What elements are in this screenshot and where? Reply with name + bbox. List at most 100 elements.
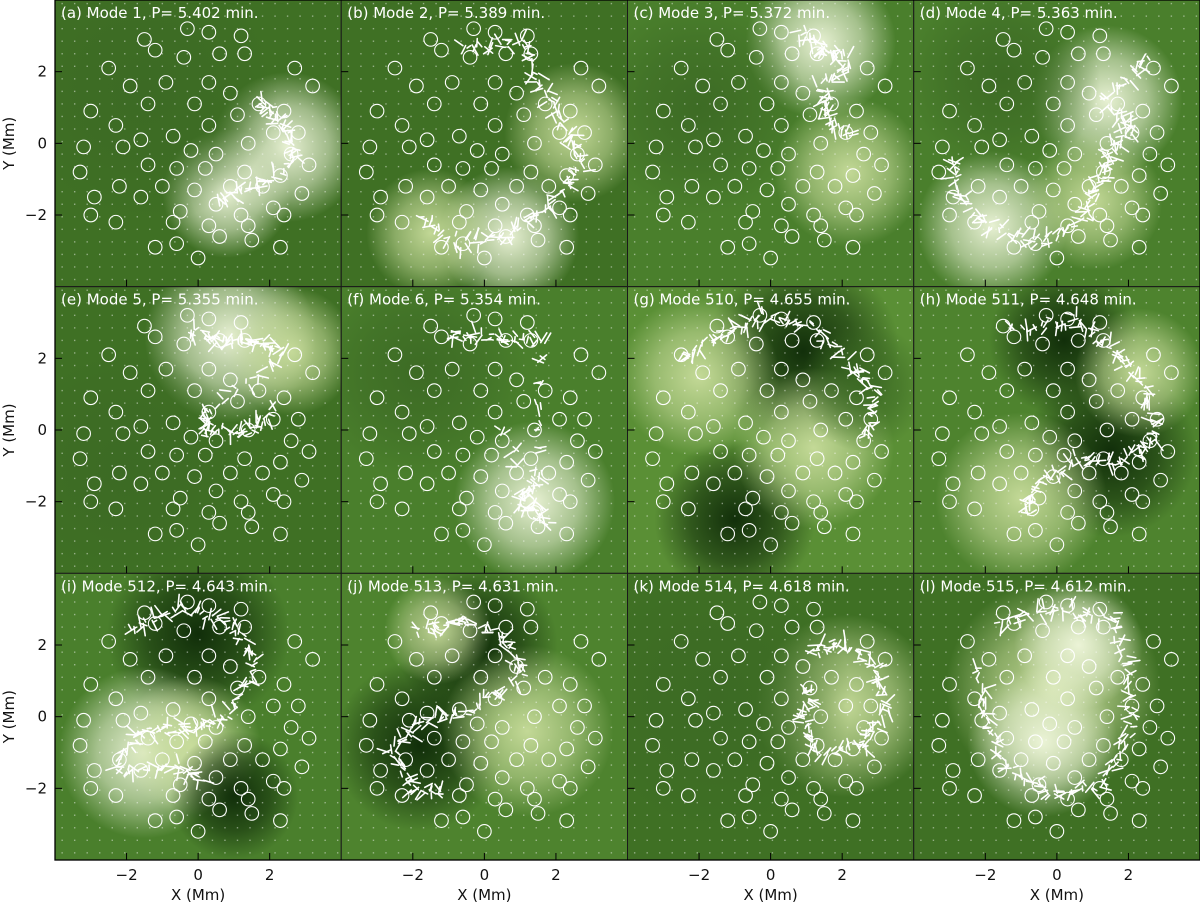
vector-dot: [684, 364, 686, 367]
vector-dot: [746, 402, 749, 404]
vector-dot: [324, 502, 326, 505]
vector-dot: [909, 552, 911, 555]
vector-dot: [623, 153, 625, 155]
vector-dot: [460, 191, 462, 193]
vector-dot: [746, 465, 749, 467]
velocity-arrow: [538, 512, 541, 524]
vector-dot: [1083, 178, 1085, 180]
velocity-arrow: [690, 348, 696, 363]
vector-dot: [510, 241, 512, 243]
vector-dot: [646, 440, 648, 442]
vector-dot: [274, 90, 276, 93]
velocity-arrow: [259, 342, 265, 348]
vector-dot: [623, 414, 625, 417]
vector-dot: [136, 302, 138, 304]
vector-dot: [796, 278, 799, 281]
vector-dot: [410, 103, 412, 105]
vector-dot: [909, 140, 911, 143]
vector-dot: [274, 527, 276, 530]
vector-dot: [485, 565, 487, 567]
vector-dot: [224, 302, 226, 304]
marker-circle: [727, 178, 743, 194]
vector-dot: [372, 289, 375, 291]
vector-dot: [347, 465, 350, 467]
vector-dot: [610, 27, 613, 30]
vector-dot: [970, 178, 972, 180]
vector-dot: [535, 314, 537, 317]
vector-dot: [199, 90, 201, 93]
vector-dot: [746, 165, 749, 168]
vector-dot: [136, 253, 138, 256]
vector-dot: [821, 477, 824, 480]
vector-dot: [1045, 178, 1047, 180]
vector-dot: [111, 289, 113, 291]
vector-dot: [397, 153, 400, 155]
marker-circle: [158, 361, 174, 377]
vector-dot: [771, 140, 774, 143]
vector-dot: [957, 115, 960, 118]
velocity-arrow: [275, 110, 279, 123]
vector-dot: [871, 40, 874, 42]
vector-dot: [709, 565, 711, 567]
vector-dot: [336, 266, 339, 268]
vector-dot: [286, 490, 289, 492]
marker-circle: [1160, 157, 1176, 173]
velocity-arrow: [980, 228, 993, 237]
vector-dot: [623, 178, 625, 180]
vector-dot: [136, 128, 138, 130]
vector-dot: [633, 278, 636, 281]
vector-dot: [286, 414, 289, 417]
vector-dot: [896, 314, 899, 317]
vector-dot: [236, 278, 239, 281]
vector-dot: [784, 65, 786, 67]
vector-dot: [1158, 253, 1160, 256]
vector-dot: [460, 477, 462, 480]
vector-dot: [1108, 203, 1110, 205]
vector-dot: [274, 515, 276, 517]
vector-dot: [224, 178, 226, 180]
vector-dot: [324, 414, 326, 417]
vector-dot: [759, 27, 761, 30]
vector-dot: [61, 40, 63, 42]
vector-dot: [909, 289, 911, 291]
marker-circle: [838, 200, 854, 216]
vector-dot: [1133, 228, 1135, 231]
velocity-arrow: [574, 150, 580, 157]
vector-dot: [646, 540, 648, 542]
marker-circle: [1103, 232, 1118, 248]
vector-dot: [422, 140, 425, 143]
marker-circle: [172, 204, 188, 219]
vector-dot: [472, 90, 475, 93]
vector-dot: [573, 477, 575, 480]
velocity-arrow: [866, 379, 873, 389]
vector-dot: [199, 253, 201, 256]
vector-dot: [821, 27, 824, 30]
vector-dot: [646, 278, 648, 281]
vector-dot: [299, 364, 301, 367]
vector-dot: [435, 191, 437, 193]
vector-dot: [734, 314, 736, 317]
vector-dot: [86, 490, 88, 492]
velocity-arrow: [792, 321, 802, 326]
velocity-arrow: [198, 428, 204, 435]
vector-dot: [759, 352, 761, 354]
vector-dot: [871, 178, 874, 180]
vector-dot: [1007, 165, 1010, 168]
vector-dot: [336, 302, 339, 304]
vector-dot: [784, 178, 786, 180]
vector-dot: [224, 103, 226, 105]
vector-dot: [372, 414, 375, 417]
vector-dot: [286, 2, 289, 5]
vector-dot: [909, 377, 911, 379]
vector-dot: [696, 477, 698, 480]
velocity-arrow: [513, 487, 526, 496]
vector-dot: [771, 327, 774, 329]
velocity-arrow: [460, 44, 467, 55]
vector-dot: [548, 364, 550, 367]
vector-dot: [759, 427, 761, 429]
vector-dot: [585, 165, 588, 168]
vector-dot: [86, 178, 88, 180]
vector-dot: [1007, 128, 1010, 130]
velocity-arrow: [510, 458, 519, 467]
vector-dot: [709, 27, 711, 30]
